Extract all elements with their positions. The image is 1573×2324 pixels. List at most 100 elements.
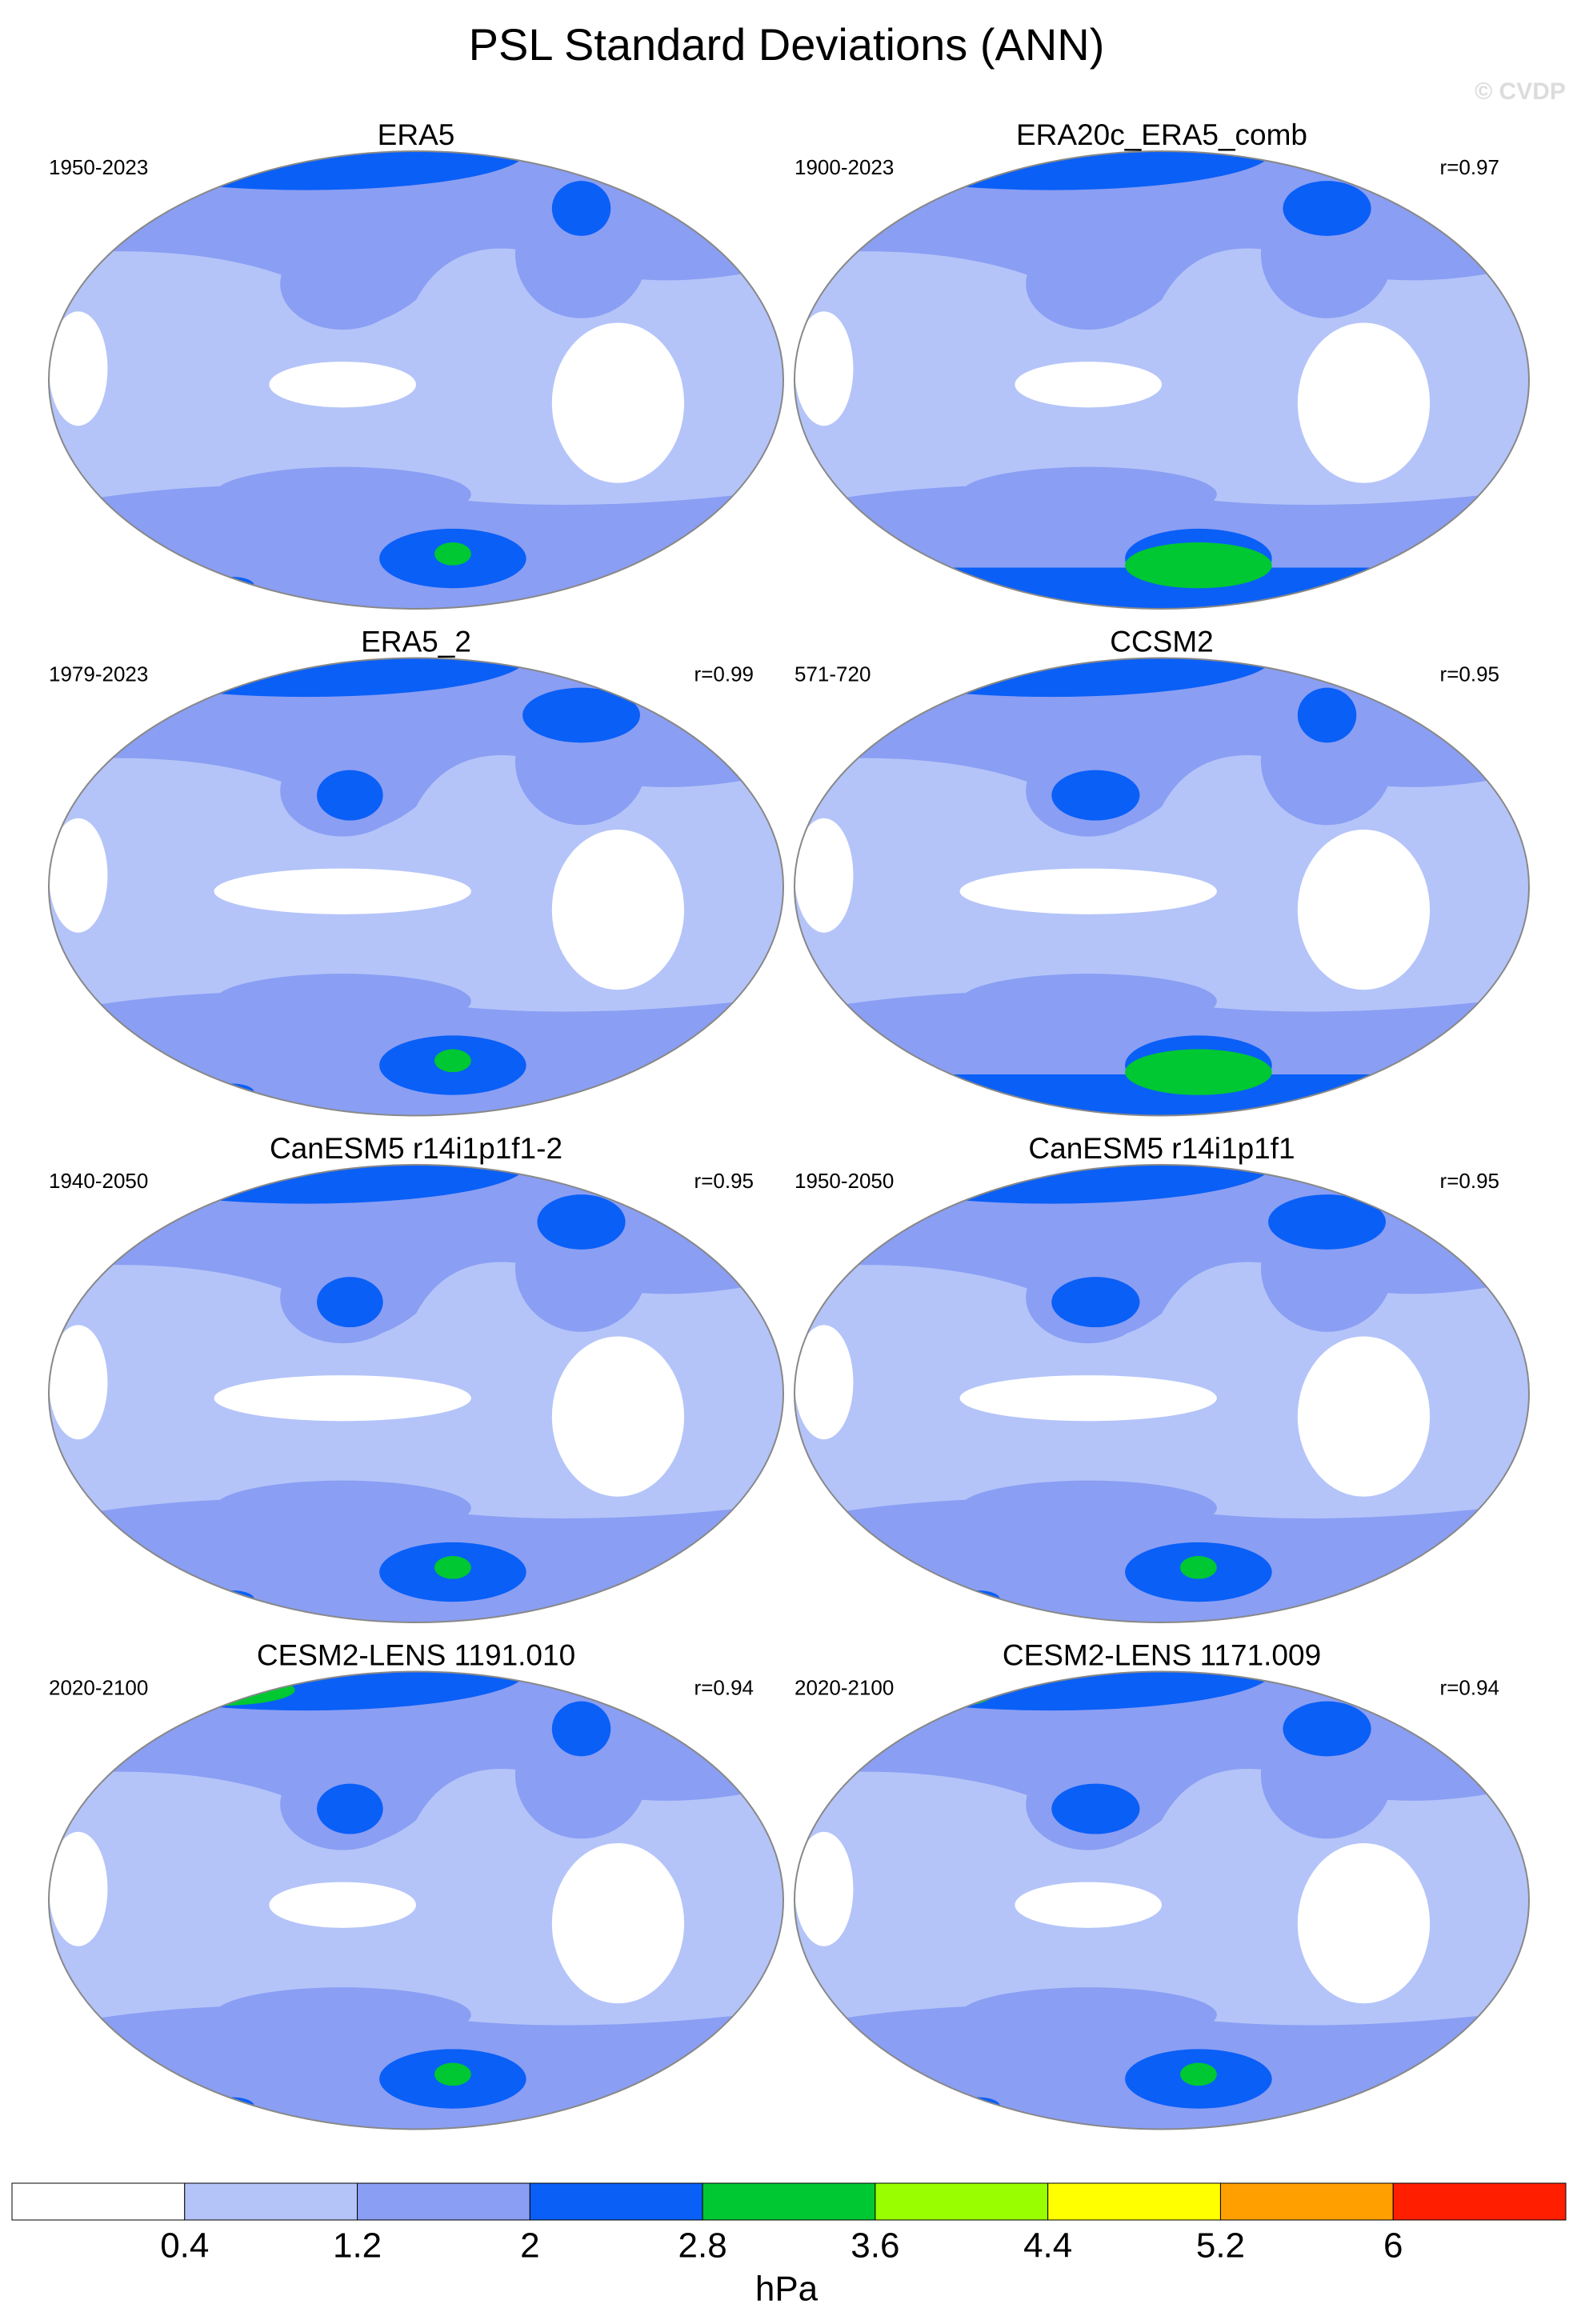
contour-fill: [1125, 1049, 1272, 1095]
contour-fill: [1015, 1882, 1162, 1928]
contour-fill: [955, 1083, 1001, 1102]
contour-fill: [85, 151, 526, 190]
panel-period: 1940-2050: [49, 1169, 148, 1193]
contour-fill: [522, 687, 640, 743]
panel-title: CCSM2: [1110, 625, 1214, 658]
contour-fill: [1125, 542, 1272, 589]
panel-correlation: r=0.97: [1440, 155, 1499, 179]
watermark: © CVDP: [1475, 78, 1566, 105]
map-panel: [795, 1165, 1529, 1622]
contour-fill: [1015, 362, 1162, 408]
contour-fill: [49, 1325, 108, 1440]
colorbar-tick-label: 6: [1383, 2226, 1403, 2266]
contour-fill: [214, 974, 471, 1029]
contour-fill: [210, 2097, 255, 2116]
contour-fill: [214, 1480, 471, 1536]
panel-correlation: r=0.95: [1440, 1169, 1499, 1193]
panel-period: 2020-2100: [795, 1675, 894, 1699]
contour-fill: [795, 1831, 854, 1946]
colorbar-box: [1219, 2182, 1394, 2221]
map-outline: [48, 1164, 784, 1623]
contour-fill: [1260, 697, 1394, 826]
contour-fill: [210, 1590, 255, 1609]
contour-fill: [551, 1701, 611, 1757]
panel-period: 2020-2100: [49, 1675, 148, 1699]
colorbar-tick-label: 2: [520, 2226, 539, 2266]
map-outline: [48, 150, 784, 610]
colorbar: 0.4 1.2 2 2.8 3.6 4.4 5.2 6 hPa: [11, 2182, 1567, 2309]
colorbar-box: [529, 2182, 703, 2221]
contour-fill: [959, 868, 1217, 914]
map-outline: [794, 1670, 1530, 2130]
colorbar-box: [875, 2182, 1049, 2221]
contour-fill: [434, 1556, 471, 1579]
contour-fill: [551, 830, 685, 990]
panel-period: 1950-2023: [49, 155, 148, 179]
contour-fill: [280, 238, 406, 330]
colorbar-tick-label: 0.4: [160, 2226, 209, 2266]
colorbar-box: [1047, 2182, 1221, 2221]
contour-fill: [959, 466, 1217, 522]
contour-fill: [1179, 2062, 1217, 2086]
panel-correlation: r=0.95: [1440, 662, 1499, 686]
contour-fill: [1268, 1194, 1386, 1250]
map-outline: [794, 150, 1530, 610]
contour-fill: [1283, 1701, 1371, 1757]
contour-fill: [1283, 181, 1371, 236]
contour-fill: [1297, 830, 1431, 990]
panel-correlation: r=0.99: [694, 662, 754, 686]
contour-fill: [955, 576, 1001, 595]
map-panel: [795, 1671, 1529, 2130]
panels: ERA5 1950-2023 ERA20c_ERA5_comb 1900-2023 r=…: [48, 118, 1530, 2130]
panel-title: ERA20c_ERA5_comb: [1016, 118, 1307, 151]
contour-fill: [1297, 1336, 1431, 1497]
map-outline: [794, 657, 1530, 1117]
colorbar-tick-label: 2.8: [678, 2226, 727, 2266]
contour-fill: [1026, 238, 1151, 330]
contour-fill: [1051, 1277, 1140, 1328]
colorbar-box: [357, 2182, 530, 2221]
panel-title: ERA5: [378, 118, 455, 151]
contour-fill: [210, 576, 255, 595]
colorbar-tick-label: 4.4: [1023, 2226, 1072, 2266]
contour-fill: [1297, 322, 1431, 483]
contour-fill: [959, 1375, 1217, 1422]
contour-fill: [551, 322, 685, 483]
contour-fill: [959, 1987, 1217, 2042]
panel-correlation: r=0.94: [694, 1675, 754, 1699]
panel-title: CanESM5 r14i1p1f1-2: [270, 1132, 562, 1165]
map-outline: [48, 657, 784, 1117]
panel-period: 571-720: [795, 662, 871, 686]
contour-fill: [795, 1325, 854, 1440]
contour-fill: [514, 1710, 648, 1839]
contour-fill: [551, 1336, 685, 1497]
contour-fill: [317, 770, 383, 821]
contour-fill: [49, 818, 108, 933]
contour-fill: [1051, 770, 1140, 821]
panel-title: ERA5_2: [361, 625, 471, 658]
colorbar-box: [1392, 2182, 1567, 2221]
contour-fill: [1297, 1843, 1431, 2004]
contour-fill: [434, 542, 471, 566]
panel-period: 1900-2023: [795, 155, 894, 179]
colorbar-box: [184, 2182, 358, 2221]
contour-fill: [1297, 687, 1357, 743]
contour-fill: [434, 1049, 471, 1073]
contour-fill: [434, 2062, 471, 2086]
contour-fill: [959, 1480, 1217, 1536]
contour-fill: [49, 311, 108, 426]
contour-fill: [214, 868, 471, 914]
contour-fill: [317, 1783, 383, 1834]
panel-period: 1979-2023: [49, 662, 148, 686]
contour-fill: [214, 1987, 471, 2042]
panel-title: CESM2-LENS 1191.010: [257, 1638, 575, 1671]
figure-title: PSL Standard Deviations (ANN): [469, 19, 1105, 70]
map-panel: [49, 1165, 783, 1622]
contour-fill: [269, 362, 416, 408]
contour-fill: [923, 1674, 997, 1706]
colorbar-tick-label: 1.2: [333, 2226, 382, 2266]
contour-fill: [269, 1882, 416, 1928]
colorbar-label: hPa: [755, 2270, 819, 2309]
contour-fill: [1179, 1556, 1217, 1579]
